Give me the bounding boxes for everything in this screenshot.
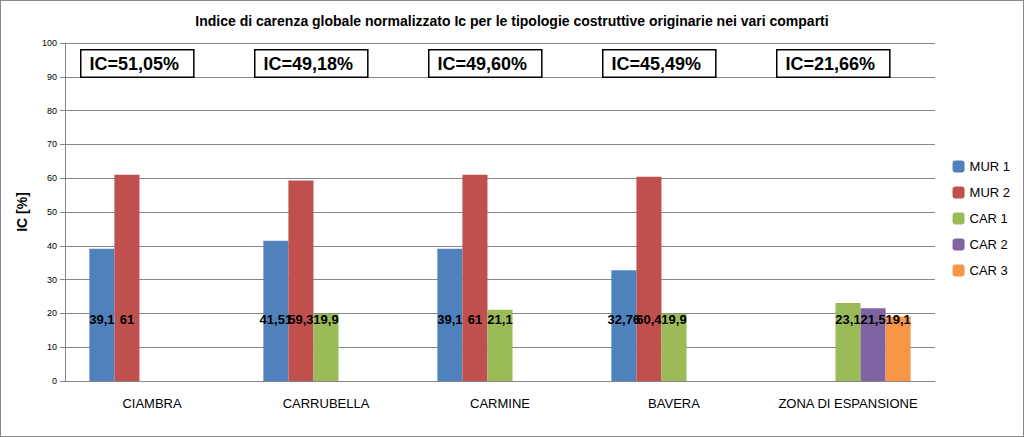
svg-text:70: 70 xyxy=(47,139,57,149)
svg-text:32,76: 32,76 xyxy=(608,312,641,327)
svg-text:19,1: 19,1 xyxy=(885,312,910,327)
svg-text:30: 30 xyxy=(47,275,57,285)
svg-text:CAR 3: CAR 3 xyxy=(970,263,1008,278)
svg-text:61: 61 xyxy=(120,312,134,327)
svg-text:CIAMBRA: CIAMBRA xyxy=(122,396,182,411)
svg-text:0: 0 xyxy=(52,376,57,386)
svg-text:IC=21,66%: IC=21,66% xyxy=(786,54,876,74)
svg-text:MUR 2: MUR 2 xyxy=(970,185,1010,200)
svg-text:IC [%]: IC [%] xyxy=(14,192,30,232)
svg-text:59,3: 59,3 xyxy=(288,312,313,327)
svg-text:BAVERA: BAVERA xyxy=(648,396,700,411)
svg-text:61: 61 xyxy=(468,312,482,327)
svg-text:100: 100 xyxy=(42,38,57,48)
svg-text:21,1: 21,1 xyxy=(487,312,512,327)
svg-text:80: 80 xyxy=(47,106,57,116)
svg-text:23,1: 23,1 xyxy=(835,312,860,327)
svg-text:90: 90 xyxy=(47,72,57,82)
svg-text:IC=45,49%: IC=45,49% xyxy=(612,54,702,74)
svg-text:MUR 1: MUR 1 xyxy=(970,159,1010,174)
svg-text:IC=51,05%: IC=51,05% xyxy=(90,54,180,74)
svg-text:CAR 1: CAR 1 xyxy=(970,211,1008,226)
svg-text:39,1: 39,1 xyxy=(89,312,114,327)
svg-text:50: 50 xyxy=(47,207,57,217)
svg-text:IC=49,18%: IC=49,18% xyxy=(264,54,354,74)
svg-text:ZONA DI ESPANSIONE: ZONA DI ESPANSIONE xyxy=(778,396,918,411)
svg-text:19,9: 19,9 xyxy=(313,312,338,327)
svg-text:60,4: 60,4 xyxy=(636,312,662,327)
svg-text:19,9: 19,9 xyxy=(661,312,686,327)
svg-text:40: 40 xyxy=(47,241,57,251)
svg-text:60: 60 xyxy=(47,173,57,183)
svg-text:20: 20 xyxy=(47,308,57,318)
svg-text:10: 10 xyxy=(47,342,57,352)
svg-text:IC=49,60%: IC=49,60% xyxy=(438,54,528,74)
svg-text:39,1: 39,1 xyxy=(437,312,462,327)
svg-text:41,51: 41,51 xyxy=(260,312,293,327)
svg-text:21,5: 21,5 xyxy=(860,312,885,327)
svg-text:CAR 2: CAR 2 xyxy=(970,237,1008,252)
svg-text:CARMINE: CARMINE xyxy=(470,396,530,411)
svg-text:CARRUBELLA: CARRUBELLA xyxy=(283,396,370,411)
svg-text:Indice di carenza globale norm: Indice di carenza globale normalizzato I… xyxy=(195,13,828,29)
